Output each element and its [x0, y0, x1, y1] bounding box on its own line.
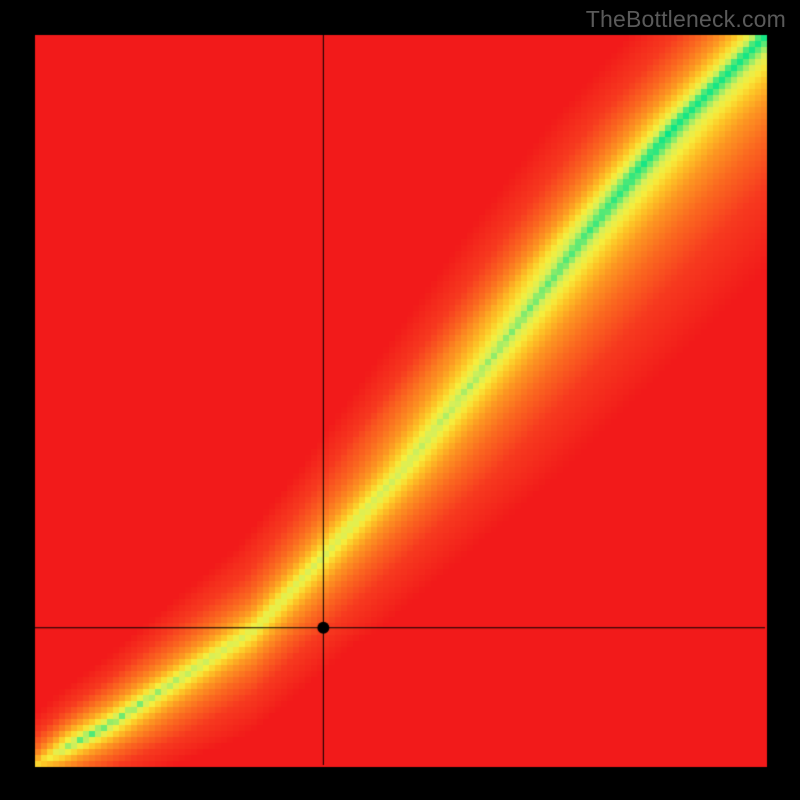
chart-container: TheBottleneck.com — [0, 0, 800, 800]
bottleneck-heatmap-canvas — [0, 0, 800, 800]
watermark-text: TheBottleneck.com — [586, 6, 786, 33]
